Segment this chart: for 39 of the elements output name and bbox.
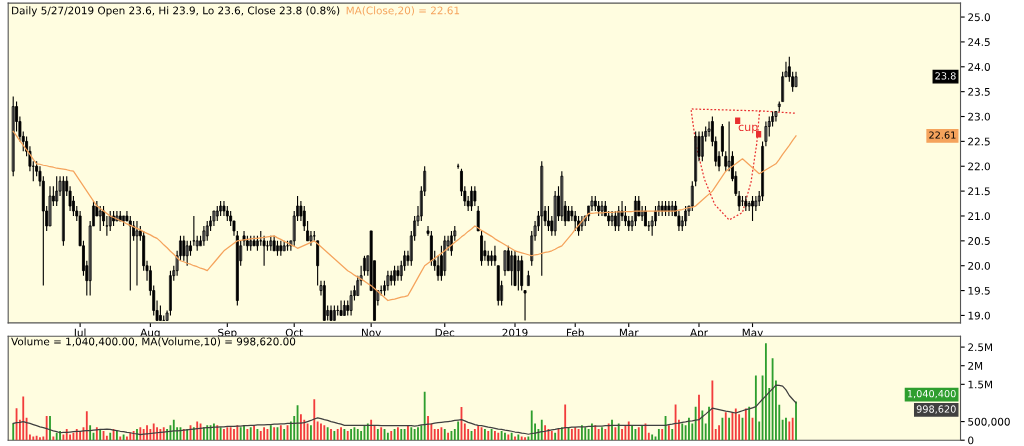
candlestick	[182, 235, 186, 262]
x-tick-label: Feb	[567, 328, 584, 337]
text: 998,620	[916, 405, 956, 414]
x-tick-label: May	[742, 328, 763, 339]
y-tick-label: 23.0	[968, 112, 990, 121]
y-tick-label: 19.0	[968, 311, 990, 320]
y-tick-label: 23.5	[968, 87, 990, 96]
y-tick-label: 19.5	[968, 286, 990, 295]
y-tick-label: 0	[968, 436, 974, 445]
x-tick-label: Oct	[285, 328, 303, 337]
candlestick	[741, 195, 744, 207]
y-tick-label: 1.5M	[968, 380, 992, 389]
y-tick-label: 20.0	[968, 261, 990, 270]
chart-title: Daily 5/27/2019 Open 23.6, Hi 23.9, Lo 23.6, Close 23.8 (0.8%)	[12, 6, 340, 17]
text: MA(Close,20) = 22.61	[346, 6, 460, 16]
text: 1,040,400	[907, 389, 956, 399]
x-tick-label: Nov	[362, 328, 382, 337]
y-tick-label: 2.5M	[968, 343, 992, 352]
line-series	[12, 384, 797, 436]
chart-title: Volume = 1,040,400.00, MA(Volume,10) = 998,620.00	[11, 337, 296, 347]
y-tick-label: 24.5	[968, 38, 990, 47]
x-tick-label: Dec	[435, 328, 455, 337]
y-tick-label: 20.5	[968, 237, 990, 245]
y-tick-label: 21.0	[968, 212, 990, 221]
x-tick-label: Mar	[619, 328, 639, 337]
annotation: cup	[738, 124, 758, 134]
y-tick-label: 21.5	[968, 187, 990, 196]
x-tick-label: 2019	[502, 328, 528, 337]
text: 22.61	[929, 131, 956, 139]
x-tick-label: Sep	[218, 328, 237, 339]
y-tick-label: 25.0	[968, 13, 990, 22]
candlestick	[560, 170, 564, 222]
y-tick-label: 2M	[968, 361, 983, 370]
y-tick-label: 24.0	[968, 63, 990, 71]
x-tick-label: Apr	[690, 328, 708, 339]
y-tick-label: 22.5	[968, 137, 990, 146]
text: 23.8	[935, 72, 956, 80]
y-tick-label: 500,000	[968, 417, 1010, 427]
y-tick-label: 22.0	[968, 162, 990, 171]
